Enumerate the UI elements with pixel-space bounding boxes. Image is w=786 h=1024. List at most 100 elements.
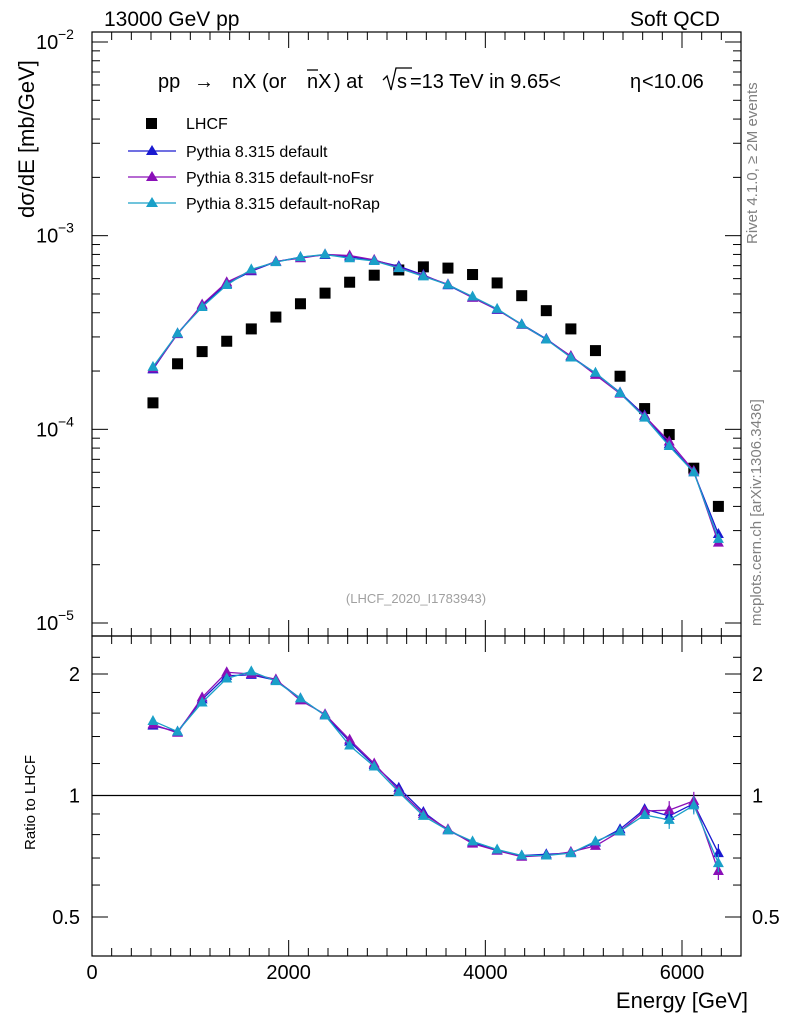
main-y-tick-exp: −5 (58, 607, 74, 623)
ratio-data-point (712, 857, 724, 868)
data-point-triangle (417, 270, 429, 281)
title-nbarx: nX (307, 71, 331, 93)
data-point-triangle (589, 366, 601, 377)
data-point-triangle (491, 302, 503, 313)
main-data-series (147, 248, 724, 547)
data-point-lhcf (147, 397, 159, 409)
ratio-data-point (221, 666, 233, 677)
ratio-series-pythia-8-315-default-norap (147, 665, 724, 873)
data-point-triangle (196, 301, 208, 312)
data-point-lhcf (344, 276, 356, 288)
legend-marker-default (146, 145, 158, 155)
ratio-data-point (712, 847, 724, 858)
ratio-tick-labels: 0.5 0.5 1 1 2 2 0 2000 4000 6000 (52, 664, 780, 984)
data-point-triangle (344, 252, 356, 263)
ratio-y-tick-label: 2 (69, 664, 80, 686)
ratio-data-point (663, 804, 675, 815)
x-axis-label: Energy [GeV] (616, 988, 748, 1013)
main-y-tick-base: 10 (36, 613, 58, 635)
ratio-data-point (417, 809, 429, 820)
ratio-y-tick-label-right: 1 (752, 786, 763, 808)
series-pythia-8-315-default-nofsr (147, 248, 724, 547)
x-tick-label: 6000 (660, 962, 705, 984)
ratio-data-point (467, 835, 479, 846)
data-point-triangle (319, 248, 331, 259)
legend-label-default: Pythia 8.315 default (186, 144, 328, 161)
x-tick-label: 4000 (463, 962, 508, 984)
data-point-triangle (712, 532, 724, 543)
x-tick-label: 2000 (266, 962, 311, 984)
legend-label-norap: Pythia 8.315 default-noRap (186, 196, 380, 213)
ratio-data-point (614, 825, 626, 836)
ratio-y-tick-label-right: 2 (752, 664, 763, 686)
ratio-data-point (294, 692, 306, 703)
ratio-data-point (221, 672, 233, 683)
ratio-y-axis-label: Ratio to LHCF (22, 754, 39, 850)
data-point-triangle (147, 360, 159, 371)
main-y-tick-label: 10 −2 (36, 26, 74, 54)
data-point-lhcf (663, 429, 675, 441)
data-point-triangle (294, 251, 306, 262)
ratio-data-point (196, 696, 208, 707)
data-point-lhcf (589, 345, 601, 357)
legend: LHCF Pythia 8.315 default Pythia 8.315 d… (128, 116, 380, 213)
title-eta-max: <10.06 (642, 71, 704, 93)
series-pythia-8-315-default (147, 248, 724, 539)
ratio-data-point (589, 835, 601, 846)
data-point-lhcf (442, 262, 454, 274)
title-arrow: → (194, 71, 214, 93)
title-pp: pp (158, 71, 180, 93)
analysis-reference: (LHCF_2020_I1783943) (346, 591, 486, 606)
legend-marker-lhcf (146, 118, 157, 129)
data-point-triangle (393, 262, 405, 273)
data-point-lhcf (417, 261, 429, 273)
ratio-data-series (147, 665, 724, 881)
data-point-triangle (639, 411, 651, 422)
data-point-triangle (245, 263, 257, 274)
ratio-series-line (152, 674, 719, 857)
data-point-triangle (614, 387, 626, 398)
x-tick-label: 0 (86, 962, 97, 984)
series-pythia-8-315-default-norap (147, 248, 724, 543)
ratio-data-point (491, 843, 503, 854)
series-line (152, 253, 719, 543)
header-energy-beam: 13000 GeV pp (104, 8, 240, 31)
ratio-data-point (516, 849, 528, 860)
title-s: s (397, 71, 407, 93)
data-point-lhcf (614, 370, 626, 382)
ratio-data-point (393, 786, 405, 797)
main-y-tick-labels: 10−510−410−310−2 (36, 26, 74, 635)
data-point-triangle (540, 333, 552, 344)
legend-marker-norap (146, 197, 158, 207)
ratio-data-point (442, 824, 454, 835)
ratio-data-point (319, 709, 331, 720)
main-y-tick-label: 10 −3 (36, 220, 74, 248)
data-point-triangle (270, 256, 282, 267)
main-y-tick-base: 10 (36, 32, 58, 54)
ratio-data-point (368, 760, 380, 771)
data-point-triangle (516, 318, 528, 329)
header-process: Soft QCD (630, 8, 720, 31)
data-point-triangle (442, 278, 454, 289)
ratio-data-point (639, 808, 651, 819)
main-axis-ticks (91, 32, 742, 636)
ratio-data-point (172, 725, 184, 736)
data-point-lhcf (368, 269, 380, 281)
ratio-data-point (245, 665, 257, 676)
main-y-tick-exp: −4 (58, 413, 74, 429)
data-point-lhcf (245, 323, 257, 335)
ratio-data-point (565, 847, 577, 858)
series-lhcf (147, 261, 724, 512)
ratio-data-point (663, 813, 675, 824)
ratio-axis-ticks (91, 636, 742, 956)
ratio-series-pythia-8-315-default (147, 668, 724, 863)
title-at: ) at (334, 71, 363, 93)
ratio-data-point (688, 799, 700, 810)
data-point-lhcf (221, 335, 233, 347)
ratio-series-line (152, 670, 719, 864)
main-y-tick-exp: −3 (58, 220, 74, 236)
title-sqrt-sign (382, 67, 412, 91)
data-point-lhcf (172, 358, 184, 370)
data-point-triangle (221, 279, 233, 290)
